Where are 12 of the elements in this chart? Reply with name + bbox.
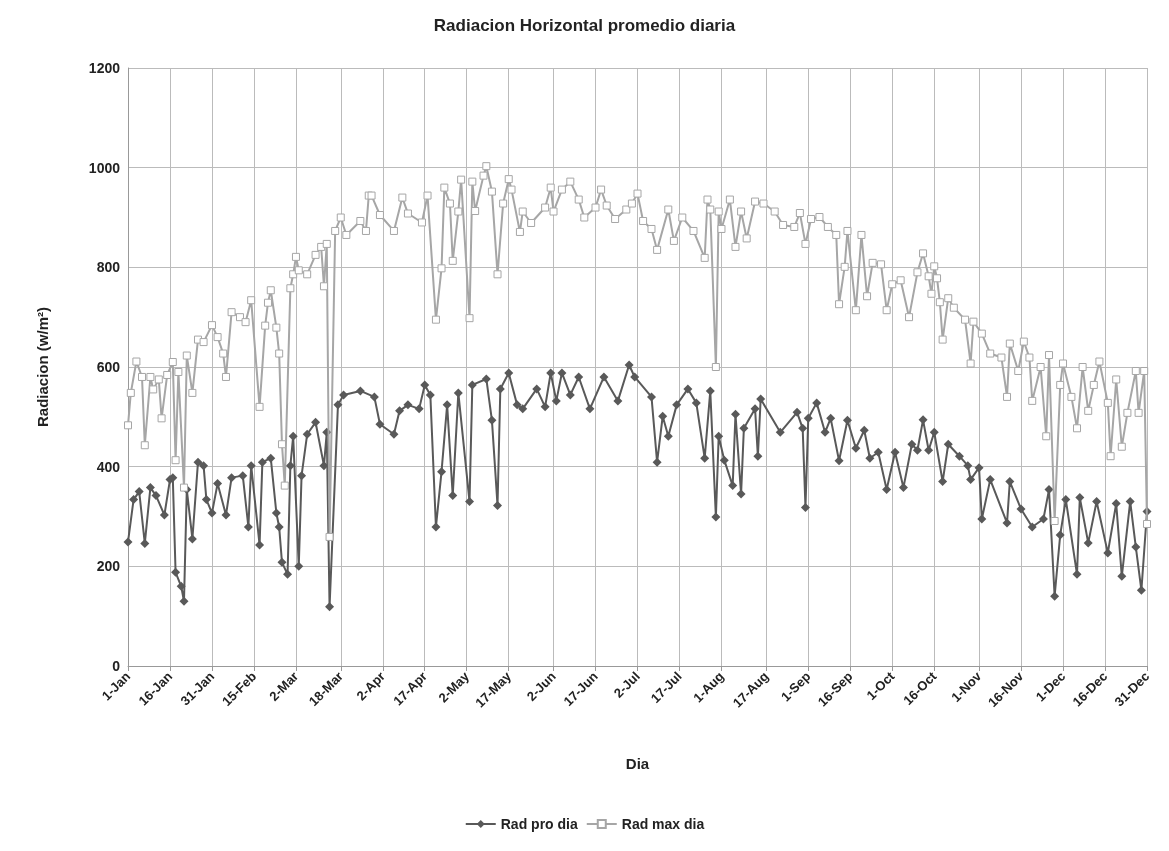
y-tick-label: 0 — [112, 658, 121, 674]
chart-title: Radiacion Horizontal promedio diaria — [433, 16, 736, 35]
legend-label: Rad pro dia — [500, 816, 578, 832]
y-tick-label: 1000 — [88, 159, 121, 176]
x-axis-title: Dia — [625, 755, 650, 772]
legend-label: Rad max dia — [621, 816, 705, 832]
y-tick-label: 800 — [96, 259, 121, 276]
y-tick-label: 400 — [96, 458, 121, 475]
y-tick-label: 1200 — [88, 60, 121, 76]
y-tick-label: 600 — [96, 359, 121, 375]
y-tick-label: 200 — [96, 558, 121, 575]
y-axis-title: Radiacion (w/m²) — [34, 306, 51, 428]
